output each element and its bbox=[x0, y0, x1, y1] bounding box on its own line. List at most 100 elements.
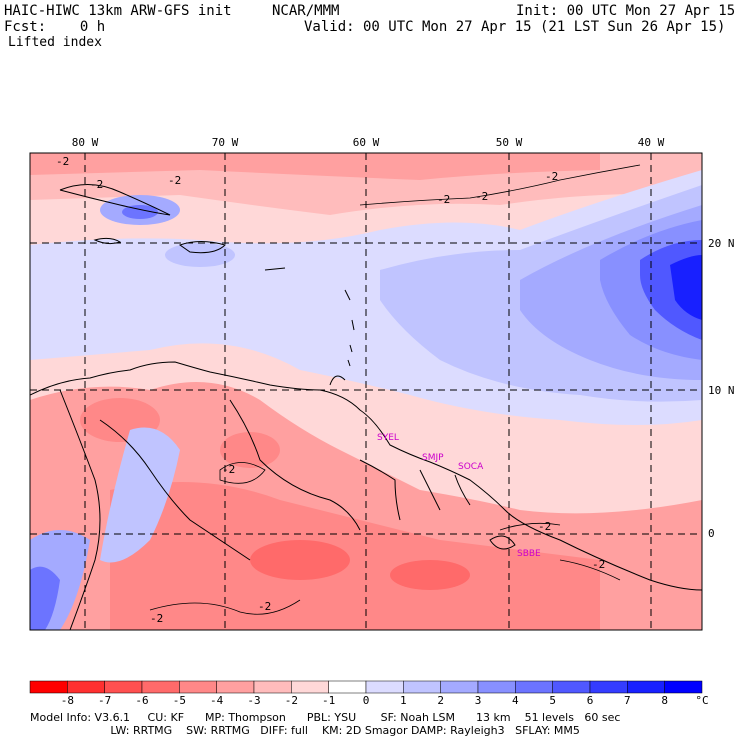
footer-line-2: LW: RRTMG SW: RRTMG DIFF: full KM: 2D Sm… bbox=[30, 724, 580, 737]
lon-label-60w: 60 W bbox=[352, 136, 380, 149]
colorbar-swatch bbox=[627, 680, 665, 694]
field-red-venezuela bbox=[220, 432, 280, 468]
contour-label: -2 bbox=[150, 612, 163, 625]
colorbar-tick-label: -7 bbox=[98, 694, 112, 707]
model-title: HAIC-HIWC 13km ARW-GFS init bbox=[4, 3, 232, 19]
contour-vz bbox=[219, 462, 266, 484]
field-name: Lifted index bbox=[8, 35, 102, 50]
coast-hispaniola bbox=[178, 241, 226, 254]
colorbar-tick-label: 0 bbox=[362, 694, 370, 707]
field-red-core-2 bbox=[390, 560, 470, 590]
boundary-colombia bbox=[99, 419, 251, 561]
colorbar-tick-label: -2 bbox=[284, 694, 298, 707]
colorbar-tick-label: 2 bbox=[437, 694, 444, 707]
colorbar-swatch bbox=[253, 680, 292, 694]
colorbar-swatch bbox=[552, 680, 591, 694]
colorbar-swatch bbox=[216, 680, 255, 694]
coast-southamerica bbox=[30, 361, 702, 591]
field-blue-andes bbox=[100, 427, 180, 563]
station-smjp: SMJP bbox=[422, 453, 444, 463]
colorbar-swatch bbox=[179, 680, 217, 694]
lon-label-80w: 80 W bbox=[71, 136, 99, 149]
map-frame bbox=[29, 152, 703, 631]
colorbar-tick-label: 5 bbox=[549, 694, 556, 707]
colorbar-swatch bbox=[440, 680, 479, 694]
coast-puertorico bbox=[264, 267, 286, 271]
field-band-north-strong bbox=[30, 153, 600, 180]
colorbar-swatch bbox=[403, 680, 441, 694]
colorbar-swatch bbox=[104, 680, 143, 694]
colorbar-tick-label: -1 bbox=[322, 694, 336, 707]
field-red-amazon bbox=[110, 482, 600, 630]
contour-label: -2 bbox=[545, 170, 558, 183]
colorbar-tick-label: -5 bbox=[172, 694, 186, 707]
station-syel: SYEL bbox=[377, 433, 399, 443]
contour-label: -2 bbox=[222, 463, 235, 476]
colorbar-tick-label: -4 bbox=[210, 694, 224, 707]
colorbar bbox=[29, 680, 703, 694]
forecast-hour: Fcst: 0 h bbox=[4, 19, 106, 35]
field-blue-hispaniola bbox=[165, 243, 235, 267]
colorbar-swatch bbox=[141, 680, 180, 694]
lon-label-50w: 50 W bbox=[495, 136, 523, 149]
colorbar-swatch bbox=[515, 680, 553, 694]
contour-south bbox=[149, 599, 301, 615]
lat-label-10n: 10 N bbox=[708, 384, 735, 397]
colorbar-tick-label: -6 bbox=[135, 694, 149, 707]
colorbar-swatch bbox=[67, 680, 105, 694]
contours bbox=[149, 164, 641, 615]
footer-line-1: Model Info: V3.6.1 CU: KF MP: Thompson P… bbox=[30, 711, 621, 724]
contour-east bbox=[499, 522, 561, 531]
boundary-venezuela bbox=[229, 399, 361, 531]
lon-label-40w: 40 W bbox=[637, 136, 665, 149]
contour-label: -2 bbox=[475, 190, 488, 203]
lon-label-70w: 70 W bbox=[211, 136, 239, 149]
colorbar-swatch bbox=[589, 680, 628, 694]
coast-lesser-antilles bbox=[344, 289, 355, 367]
colorbar-swatch bbox=[29, 680, 68, 694]
colorbar-unit: °C bbox=[695, 694, 709, 707]
contour-label: -2 bbox=[56, 155, 69, 168]
colorbar-tick-label: -8 bbox=[60, 694, 74, 707]
colorbar-swatch bbox=[365, 680, 404, 694]
lat-label-0: 0 bbox=[708, 527, 715, 540]
contour-label: -2 bbox=[538, 520, 551, 533]
field-blue-max bbox=[670, 255, 702, 320]
coastlines bbox=[30, 184, 702, 630]
contour-label: -2 bbox=[592, 558, 605, 571]
coast-cuba bbox=[59, 184, 171, 216]
contour-north bbox=[359, 164, 641, 206]
field-red-core-1 bbox=[250, 540, 350, 580]
coast-guianas bbox=[359, 459, 471, 521]
contour-label: -2 bbox=[168, 174, 181, 187]
contour-label: -2 bbox=[258, 600, 271, 613]
field-blue-pacific-core bbox=[30, 566, 60, 630]
colorbar-swatch bbox=[291, 680, 329, 694]
contour-labels: -2 -2 -2 -2 -2 -2 -2 -2 -2 -2 -2 bbox=[56, 155, 605, 625]
station-soca: SOCA bbox=[458, 462, 484, 472]
colorbar-tick-label: 8 bbox=[661, 694, 668, 707]
colorbar-tick-label: 3 bbox=[474, 694, 482, 707]
organization: NCAR/MMM bbox=[272, 3, 340, 19]
colorbar-swatch bbox=[664, 680, 703, 694]
colorbar-tick-label: 7 bbox=[624, 694, 631, 707]
graticule bbox=[30, 153, 702, 630]
station-labels: SYEL SMJP SOCA SBBE bbox=[377, 433, 541, 559]
colorbar-tick-label: -3 bbox=[247, 694, 261, 707]
lat-label-20n: 20 N bbox=[708, 237, 735, 250]
colorbar-tick-label: 6 bbox=[586, 694, 594, 707]
valid-time: Valid: 00 UTC Mon 27 Apr 15 (21 LST Sun … bbox=[304, 19, 726, 35]
colorbar-swatch bbox=[477, 680, 516, 694]
colorbar-swatch bbox=[328, 680, 367, 694]
contour-label: -2 bbox=[437, 193, 450, 206]
field-blue-cuba-core bbox=[122, 205, 158, 219]
contour-southeast bbox=[559, 559, 621, 581]
colorbar-tick-label: 1 bbox=[400, 694, 407, 707]
coast-trinidad bbox=[329, 375, 346, 386]
coast-marajo bbox=[489, 535, 516, 550]
init-time: Init: 00 UTC Mon 27 Apr 15 bbox=[516, 3, 736, 19]
colorbar-tick-label: 4 bbox=[512, 694, 519, 707]
contour-label: -2 bbox=[90, 178, 103, 191]
station-sbbe: SBBE bbox=[517, 549, 541, 559]
